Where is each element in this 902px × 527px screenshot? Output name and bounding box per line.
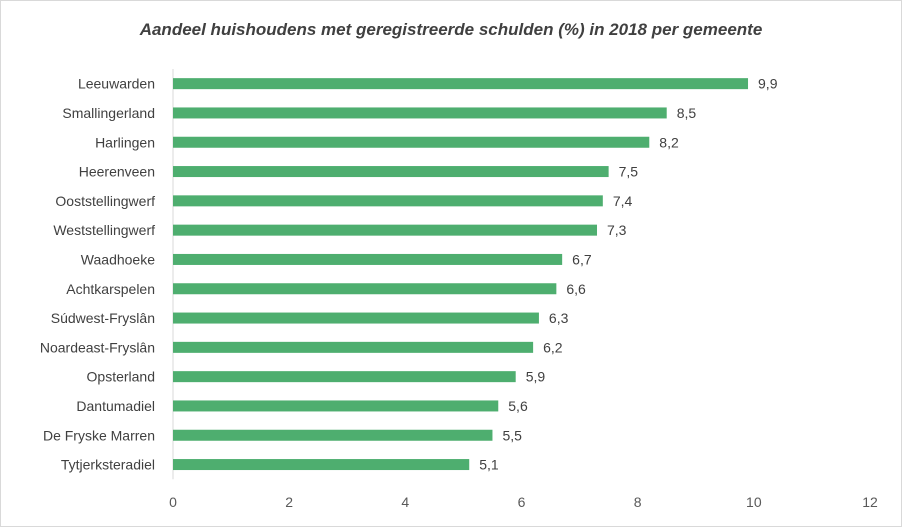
bar-ooststellingwerf: [173, 195, 603, 207]
x-tick-label-10: 10: [746, 494, 762, 510]
category-label-smallingerland: Smallingerland: [62, 105, 155, 121]
category-label-opsterland: Opsterland: [87, 369, 155, 385]
category-label-ooststellingwerf: Ooststellingwerf: [55, 193, 155, 209]
value-label-dantumadiel: 5,6: [508, 398, 528, 414]
bar-heerenveen: [173, 166, 609, 178]
category-label-weststellingwerf: Weststellingwerf: [53, 222, 155, 238]
value-label-harlingen: 8,2: [659, 134, 679, 150]
x-tick-label-8: 8: [634, 494, 642, 510]
value-label-ooststellingwerf: 7,4: [613, 193, 633, 209]
bar-harlingen: [173, 136, 650, 148]
bar-noardeast-fryslan: [173, 341, 534, 353]
category-label-achtkarspelen: Achtkarspelen: [66, 281, 155, 297]
value-label-heerenveen: 7,5: [619, 164, 639, 180]
value-label-de-fryske-marren: 5,5: [502, 427, 522, 443]
bar-opsterland: [173, 371, 516, 383]
bar-de-fryske-marren: [173, 429, 493, 441]
bar-sudwest-fryslan: [173, 312, 539, 324]
bar-leeuwarden: [173, 78, 749, 90]
x-axis-ticks: 0 2 4 6 8 10 12: [169, 494, 878, 510]
value-label-sudwest-fryslan: 6,3: [549, 310, 569, 326]
value-label-weststellingwerf: 7,3: [607, 222, 627, 238]
category-label-leeuwarden: Leeuwarden: [78, 76, 155, 92]
bar-tytjerksteradiel: [173, 459, 470, 471]
chart-title: Aandeel huishoudens met geregistreerde s…: [139, 20, 763, 39]
bar-waadhoeke: [173, 253, 563, 265]
bar-smallingerland: [173, 107, 667, 119]
category-label-heerenveen: Heerenveen: [79, 164, 155, 180]
category-label-harlingen: Harlingen: [95, 134, 155, 150]
category-label-sudwest-fryslan: Súdwest-Fryslân: [51, 310, 155, 326]
x-tick-label-6: 6: [518, 494, 526, 510]
x-tick-label-4: 4: [401, 494, 409, 510]
x-tick-label-0: 0: [169, 494, 177, 510]
value-label-leeuwarden: 9,9: [758, 76, 778, 92]
value-label-tytjerksteradiel: 5,1: [479, 457, 499, 473]
bars-group: Leeuwarden 9,9 Smallingerland 8,5 Harlingen 8…: [40, 76, 778, 473]
x-tick-label-2: 2: [285, 494, 293, 510]
value-label-achtkarspelen: 6,6: [566, 281, 586, 297]
value-label-opsterland: 5,9: [526, 369, 546, 385]
bar-achtkarspelen: [173, 283, 557, 295]
category-label-noardeast-fryslan: Noardeast-Fryslân: [40, 339, 155, 355]
value-label-smallingerland: 8,5: [677, 105, 697, 121]
bar-dantumadiel: [173, 400, 499, 412]
bar-weststellingwerf: [173, 224, 598, 236]
x-tick-label-12: 12: [862, 494, 878, 510]
category-label-de-fryske-marren: De Fryske Marren: [43, 427, 155, 443]
value-label-waadhoeke: 6,7: [572, 251, 592, 267]
category-label-tytjerksteradiel: Tytjerksteradiel: [61, 457, 155, 473]
value-label-noardeast-fryslan: 6,2: [543, 339, 563, 355]
category-label-dantumadiel: Dantumadiel: [76, 398, 155, 414]
category-label-waadhoeke: Waadhoeke: [81, 251, 155, 267]
